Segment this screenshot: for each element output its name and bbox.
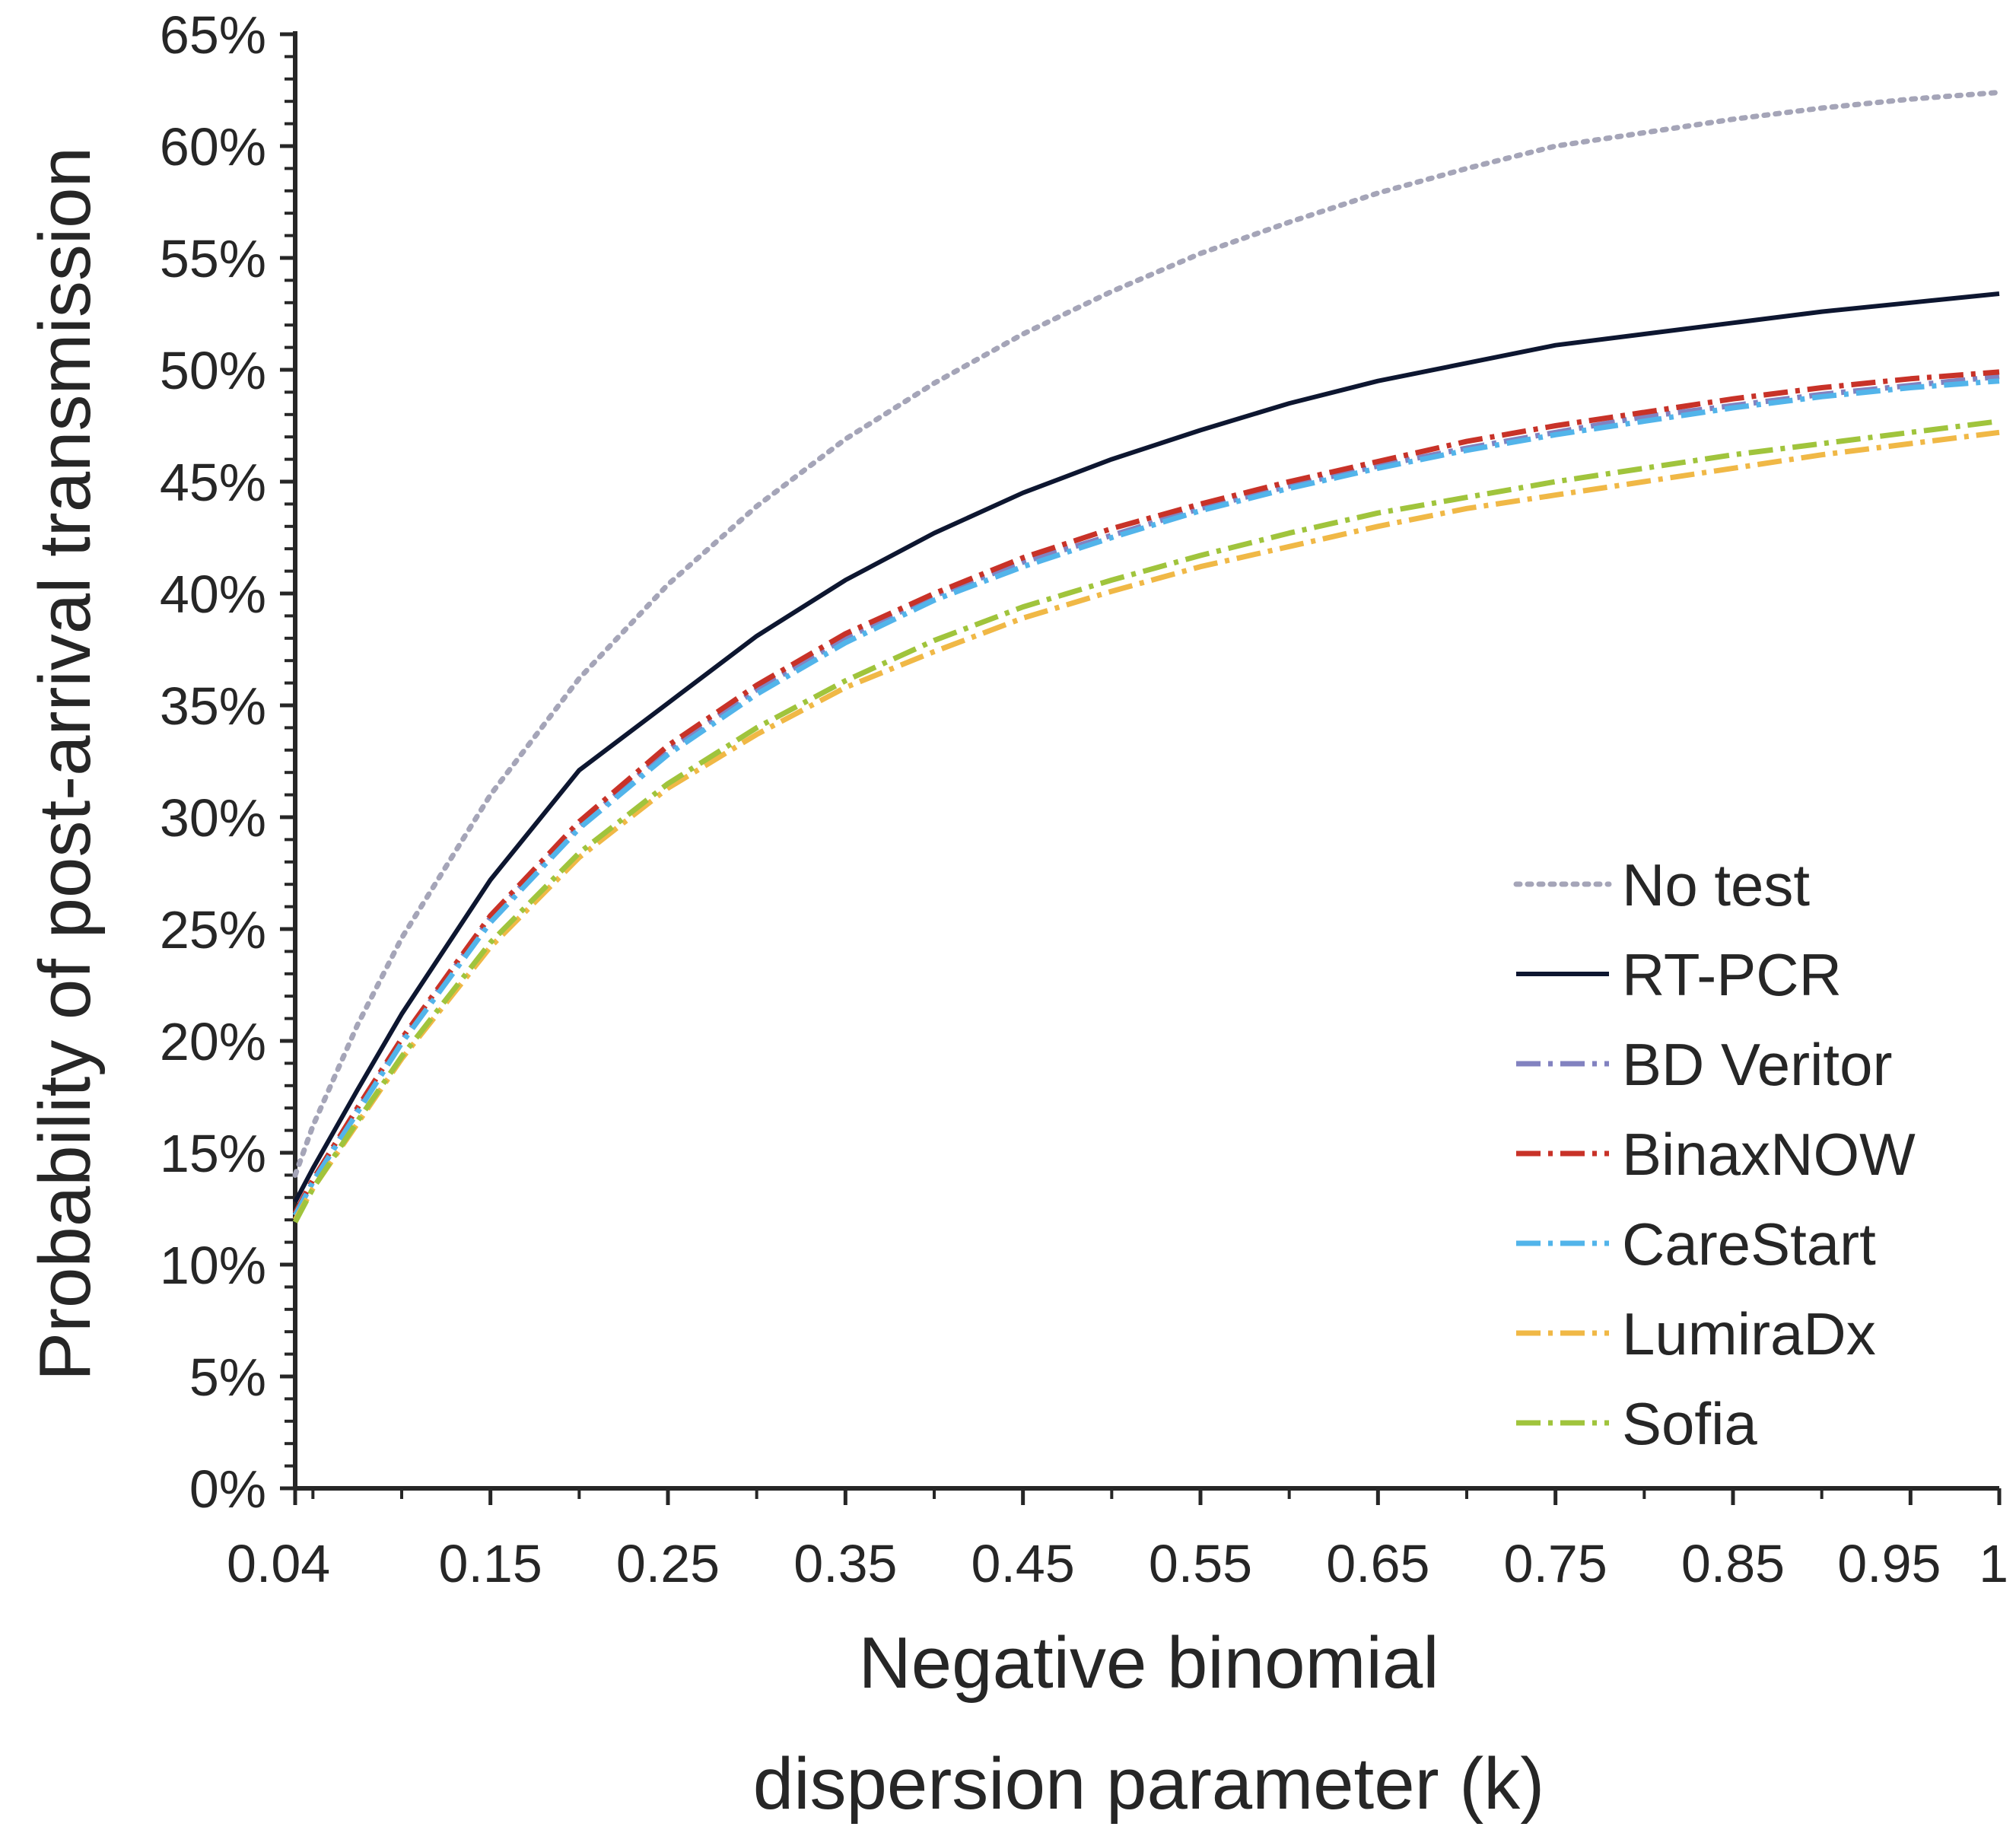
y-tick-label: 15% xyxy=(160,1124,266,1183)
plot-area xyxy=(292,89,2002,1224)
y-axis: 0% 5% 10% 15% 20% 25% 30% 35% 40% 45% 50% 55% 60% 65% xyxy=(160,5,297,1519)
legend: No test RT-PCR BD Veritor BinaxNOW CareStart… xyxy=(1513,851,1916,1457)
x-tick-label: 0.55 xyxy=(1149,1534,1252,1593)
y-tick-label: 50% xyxy=(160,341,266,400)
series-line-lumiradx xyxy=(292,429,2000,1221)
legend-label: Sofia xyxy=(1622,1390,1757,1457)
legend-label: LumiraDx xyxy=(1622,1300,1876,1367)
x-tick-label: 0.25 xyxy=(616,1534,720,1593)
y-tick-label: 55% xyxy=(160,229,266,288)
y-tick-label: 45% xyxy=(160,453,266,512)
y-tick-label: 0% xyxy=(189,1459,266,1519)
y-tick-label: 35% xyxy=(160,676,266,736)
legend-label: RT-PCR xyxy=(1622,941,1842,1008)
x-tick-label: 0.85 xyxy=(1681,1534,1785,1593)
x-tick-label: 0.35 xyxy=(793,1534,897,1593)
y-tick-label: 20% xyxy=(160,1012,266,1071)
series-line-sofia xyxy=(292,418,2000,1224)
legend-label: BinaxNOW xyxy=(1622,1121,1916,1188)
y-tick-label: 60% xyxy=(160,117,266,177)
y-tick-label: 10% xyxy=(160,1236,266,1295)
x-axis: 0.04 0.15 0.25 0.35 0.45 0.55 0.65 0.75 0.85 0.95… xyxy=(227,1486,2008,1593)
series-line-rt-pcr xyxy=(293,291,2000,1204)
y-tick-label: 65% xyxy=(160,5,266,65)
y-tick-label: 25% xyxy=(160,900,266,959)
x-axis-title-line-2: dispersion parameter (k) xyxy=(753,1743,1544,1825)
legend-label: CareStart xyxy=(1622,1211,1876,1278)
x-tick-label: 0.95 xyxy=(1837,1534,1941,1593)
x-tick-label: 1 xyxy=(1979,1534,2008,1593)
x-tick-label: 0.15 xyxy=(439,1534,542,1593)
x-tick-label: 0.65 xyxy=(1326,1534,1429,1593)
series-line-carestart xyxy=(292,378,2000,1217)
legend-label: BD Veritor xyxy=(1622,1031,1892,1098)
series-line-binaxnow xyxy=(292,369,2000,1215)
series-line-no-test xyxy=(292,89,2002,1178)
legend-label: No test xyxy=(1622,851,1810,918)
x-tick-label: 0.04 xyxy=(227,1534,330,1593)
y-tick-label: 30% xyxy=(160,788,266,848)
x-tick-label: 0.45 xyxy=(971,1534,1075,1593)
y-axis-title: Probability of post-arrival transmission xyxy=(24,147,106,1381)
y-tick-label: 5% xyxy=(189,1348,266,1407)
y-tick-label: 40% xyxy=(160,565,266,624)
x-axis-title-line-1: Negative binomial xyxy=(858,1622,1439,1704)
x-tick-label: 0.75 xyxy=(1504,1534,1607,1593)
